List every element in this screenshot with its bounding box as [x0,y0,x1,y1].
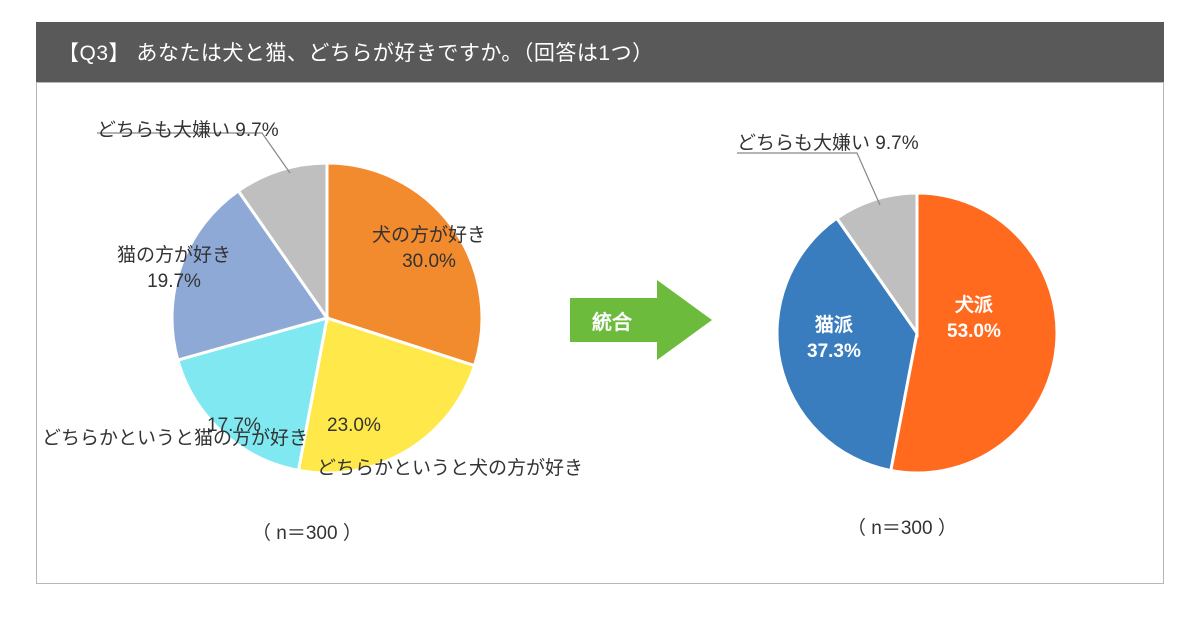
right-slice2-text: 猫派 37.3% [807,313,861,364]
figure-container: 【Q3】 あなたは犬と猫、どちらが好きですか。（回答は1つ） どちらも大嫌い 9… [36,22,1164,584]
right-slice3-label: どちらも大嫌い 9.7% [737,128,919,155]
chart-panel: どちらも大嫌い 9.7% 犬の方が好き 30.0% 猫の方が好き 19.7% ど… [36,82,1164,584]
right-slice1-text: 犬派 53.0% [947,293,1001,344]
right-n-label: （ n＝300 ） [847,513,957,540]
question-title: 【Q3】 あなたは犬と猫、どちらが好きですか。（回答は1つ） [36,22,1164,82]
